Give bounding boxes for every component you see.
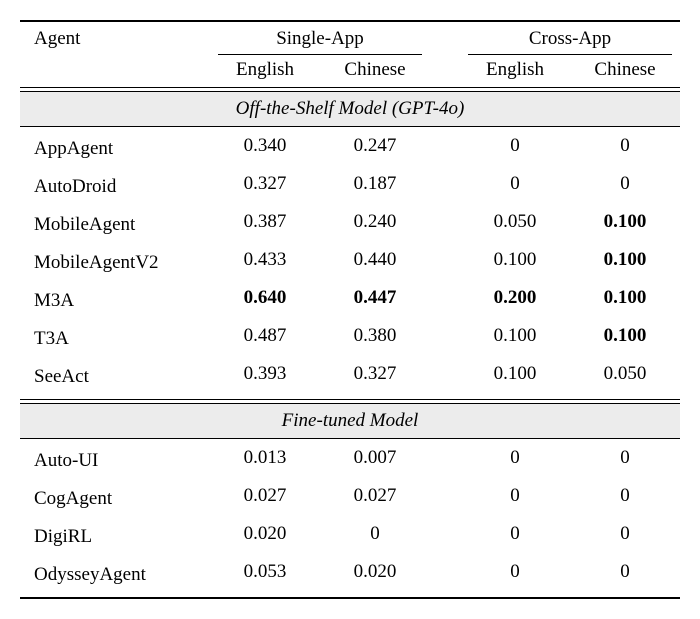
gap bbox=[430, 208, 460, 242]
cell-sa-zh: 0.007 bbox=[320, 444, 430, 478]
table-row: M3A0.6400.447 0.2000.100 bbox=[20, 282, 680, 320]
cell-agent: SeeAct bbox=[20, 360, 210, 394]
cell-ca-zh: 0.100 bbox=[570, 208, 680, 242]
gap bbox=[430, 284, 460, 318]
cell-agent: AutoDroid bbox=[20, 170, 210, 204]
header-cross-app-label: Cross-App bbox=[468, 22, 672, 55]
cell-agent: OdysseyAgent bbox=[20, 558, 210, 592]
cell-ca-en: 0 bbox=[460, 558, 570, 592]
rows-off-shelf: AppAgent0.3400.24700AutoDroid0.3270.1870… bbox=[20, 130, 680, 396]
table-row: MobileAgentV20.4330.440 0.1000.100 bbox=[20, 244, 680, 282]
cell-sa-en: 0.053 bbox=[210, 558, 320, 592]
table-row: AppAgent0.3400.247 00 bbox=[20, 130, 680, 168]
gap bbox=[430, 170, 460, 204]
cell-agent: CogAgent bbox=[20, 482, 210, 516]
cell-sa-en: 0.020 bbox=[210, 520, 320, 554]
header-single-app-label: Single-App bbox=[218, 22, 422, 55]
gap bbox=[430, 482, 460, 516]
table-row: SeeAct0.3930.327 0.1000.050 bbox=[20, 358, 680, 396]
cell-sa-zh: 0.027 bbox=[320, 482, 430, 516]
cell-ca-en: 0.100 bbox=[460, 360, 570, 394]
cell-ca-zh: 0 bbox=[570, 170, 680, 204]
section-fine-tuned: Fine-tuned Model bbox=[20, 403, 680, 439]
rows-fine-tuned: Auto-UI0.0130.00700CogAgent0.0270.02700D… bbox=[20, 442, 680, 594]
gap bbox=[430, 558, 460, 592]
table-row: CogAgent0.0270.02700 bbox=[20, 480, 680, 518]
cell-ca-en: 0 bbox=[460, 520, 570, 554]
cell-ca-zh: 0 bbox=[570, 482, 680, 516]
table-header: Agent Single-App English Chinese Cross-A… bbox=[20, 22, 680, 87]
cell-ca-en: 0 bbox=[460, 482, 570, 516]
table-row: OdysseyAgent0.0530.020 00 bbox=[20, 556, 680, 594]
section-off-shelf: Off-the-Shelf Model (GPT-4o) bbox=[20, 91, 680, 127]
gap bbox=[430, 322, 460, 356]
header-agent: Agent bbox=[20, 22, 210, 56]
cell-sa-en: 0.327 bbox=[210, 170, 320, 204]
cell-ca-zh: 0 bbox=[570, 520, 680, 554]
table-row: T3A0.4870.380 0.1000.100 bbox=[20, 320, 680, 358]
header-sa-english: English bbox=[210, 59, 320, 81]
gap bbox=[430, 444, 460, 478]
cell-agent: T3A bbox=[20, 322, 210, 356]
cell-sa-zh: 0.187 bbox=[320, 170, 430, 204]
header-gap bbox=[430, 22, 460, 87]
cell-agent: Auto-UI bbox=[20, 444, 210, 478]
cell-ca-en: 0.050 bbox=[460, 208, 570, 242]
cell-ca-zh: 0.100 bbox=[570, 246, 680, 280]
cell-ca-en: 0.200 bbox=[460, 284, 570, 318]
cell-sa-en: 0.433 bbox=[210, 246, 320, 280]
cell-sa-en: 0.487 bbox=[210, 322, 320, 356]
cell-ca-en: 0 bbox=[460, 444, 570, 478]
results-table: Agent Single-App English Chinese Cross-A… bbox=[20, 20, 680, 599]
cell-ca-zh: 0.100 bbox=[570, 322, 680, 356]
cell-sa-en: 0.013 bbox=[210, 444, 320, 478]
cell-agent: DigiRL bbox=[20, 520, 210, 554]
cell-ca-zh: 0 bbox=[570, 558, 680, 592]
cell-sa-zh: 0 bbox=[320, 520, 430, 554]
header-ca-english: English bbox=[460, 59, 570, 81]
cell-sa-en: 0.640 bbox=[210, 284, 320, 318]
table-row: AutoDroid0.3270.187 00 bbox=[20, 168, 680, 206]
header-group-single-app: Single-App English Chinese bbox=[210, 22, 430, 87]
cell-sa-zh: 0.380 bbox=[320, 322, 430, 356]
cell-ca-en: 0 bbox=[460, 132, 570, 166]
header-agent-label: Agent bbox=[34, 28, 80, 50]
cell-sa-en: 0.393 bbox=[210, 360, 320, 394]
header-ca-chinese: Chinese bbox=[570, 59, 680, 81]
cell-sa-zh: 0.327 bbox=[320, 360, 430, 394]
cell-ca-en: 0.100 bbox=[460, 322, 570, 356]
cell-sa-zh: 0.447 bbox=[320, 284, 430, 318]
table-row: MobileAgent0.3870.240 0.0500.100 bbox=[20, 206, 680, 244]
cell-sa-en: 0.387 bbox=[210, 208, 320, 242]
cell-sa-zh: 0.240 bbox=[320, 208, 430, 242]
header-group-cross-app: Cross-App English Chinese bbox=[460, 22, 680, 87]
cell-agent: MobileAgentV2 bbox=[20, 246, 210, 280]
cell-agent: MobileAgent bbox=[20, 208, 210, 242]
gap bbox=[430, 246, 460, 280]
cell-sa-en: 0.027 bbox=[210, 482, 320, 516]
cell-sa-zh: 0.440 bbox=[320, 246, 430, 280]
cell-ca-zh: 0 bbox=[570, 132, 680, 166]
cell-ca-en: 0 bbox=[460, 170, 570, 204]
header-sa-chinese: Chinese bbox=[320, 59, 430, 81]
cell-sa-zh: 0.020 bbox=[320, 558, 430, 592]
cell-sa-zh: 0.247 bbox=[320, 132, 430, 166]
cell-ca-zh: 0 bbox=[570, 444, 680, 478]
gap bbox=[430, 520, 460, 554]
cell-ca-zh: 0.050 bbox=[570, 360, 680, 394]
rule-bottom bbox=[20, 597, 680, 599]
gap bbox=[430, 360, 460, 394]
gap bbox=[430, 132, 460, 166]
cell-ca-zh: 0.100 bbox=[570, 284, 680, 318]
table-row: Auto-UI0.0130.007 00 bbox=[20, 442, 680, 480]
table-row: DigiRL0.020000 bbox=[20, 518, 680, 556]
cell-sa-en: 0.340 bbox=[210, 132, 320, 166]
cell-agent: M3A bbox=[20, 284, 210, 318]
cell-agent: AppAgent bbox=[20, 132, 210, 166]
cell-ca-en: 0.100 bbox=[460, 246, 570, 280]
